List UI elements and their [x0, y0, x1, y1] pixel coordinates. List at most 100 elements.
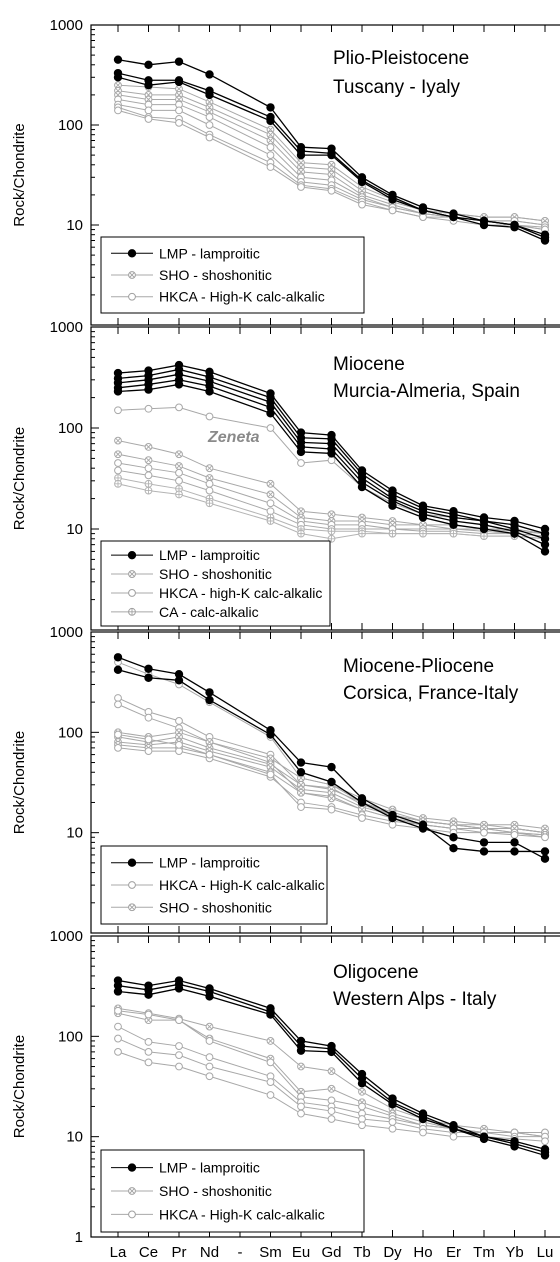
y-tick-label: 100 — [58, 1028, 83, 1045]
y-tick-label: 1000 — [50, 624, 83, 641]
data-point — [175, 740, 183, 749]
data-point — [449, 529, 458, 538]
data-point — [296, 447, 306, 457]
x-tick-label: Eu — [292, 1244, 310, 1261]
data-point — [540, 847, 550, 856]
data-point — [358, 1102, 366, 1111]
data-point — [266, 409, 275, 418]
data-point — [479, 847, 489, 856]
data-point — [388, 195, 397, 204]
data-point — [144, 1038, 153, 1046]
panel-title: Miocene-Pliocene — [343, 656, 494, 677]
data-point — [296, 150, 306, 160]
chart-panel-3: 1000 100 10 Rock/Chondrite Miocene-Pliocene C… — [11, 624, 560, 934]
data-point — [296, 768, 306, 777]
legend-marker-icon — [128, 271, 136, 279]
data-point — [205, 412, 214, 421]
data-point — [144, 1058, 153, 1067]
x-tick-label: Er — [446, 1244, 461, 1261]
legend-item-label: LMP - lamproitic — [159, 1160, 260, 1176]
data-point — [114, 436, 122, 445]
annotation-label: Zeneta — [207, 429, 260, 446]
data-point — [175, 118, 183, 127]
legend-item-label: LMP - lamproitic — [159, 855, 260, 871]
data-point — [174, 676, 184, 685]
data-point — [205, 499, 214, 508]
legend-item-label: HKCA - High-K calc-alkalic — [159, 289, 325, 305]
data-point — [205, 90, 214, 100]
data-point — [266, 163, 275, 171]
x-tick-label: Gd — [321, 1244, 341, 1261]
data-point — [418, 1114, 428, 1124]
data-point — [480, 532, 488, 541]
data-point — [205, 1072, 214, 1081]
data-point — [358, 529, 366, 538]
legend-item-label: LMP - lamproitic — [159, 245, 260, 261]
data-point — [114, 730, 122, 739]
data-point — [266, 1010, 275, 1019]
data-point — [358, 1121, 366, 1130]
legend-item-label: SHO - shoshonitic — [159, 1183, 272, 1199]
data-point — [419, 213, 427, 221]
legend-item-label: HKCA - High-K calc-alkalic — [159, 1206, 325, 1222]
y-tick-label: 1000 — [50, 17, 83, 34]
data-point — [266, 730, 275, 739]
series-lmp-line — [113, 665, 550, 863]
data-point — [175, 476, 183, 485]
y-tick-label: 1 — [75, 1229, 83, 1246]
chart-panel-4: 1000 100 10 1 Rock/Chondrite Oligocene Western… — [11, 928, 560, 1246]
data-point — [327, 1107, 336, 1115]
chart-panels: 1000 100 10 Rock/Chondrite Plio-Pleistocene T… — [11, 17, 560, 1246]
data-point — [449, 520, 458, 530]
data-point — [297, 183, 305, 191]
data-point — [113, 665, 123, 675]
legend-marker-icon — [127, 1163, 137, 1172]
data-point — [266, 517, 275, 525]
data-point — [174, 57, 184, 66]
data-point — [144, 464, 153, 473]
legend-marker-icon — [128, 292, 136, 301]
data-point — [114, 459, 122, 467]
data-point — [114, 743, 122, 752]
x-tick-label: Sm — [259, 1244, 282, 1261]
data-point — [144, 60, 153, 69]
data-point — [296, 758, 306, 767]
data-point — [327, 762, 336, 772]
data-point — [266, 1058, 275, 1067]
data-point — [205, 133, 214, 142]
plot-frame — [90, 631, 560, 934]
x-tick-label: Pr — [172, 1244, 187, 1261]
data-point — [357, 1079, 367, 1088]
legend-item-label: SHO - shoshonitic — [159, 267, 272, 283]
panel-title: Plio-Pleistocene — [333, 48, 469, 69]
data-point — [175, 1051, 183, 1060]
legend: LMP - lamproitic SHO - shoshonitic HKCA - … — [100, 1149, 365, 1233]
data-point — [266, 103, 275, 112]
data-point — [418, 206, 428, 215]
data-point — [327, 527, 336, 536]
data-point — [266, 424, 275, 432]
data-point — [144, 1010, 153, 1019]
data-point — [327, 788, 336, 797]
data-point — [510, 223, 519, 232]
data-point — [175, 717, 183, 725]
data-point — [144, 747, 153, 756]
data-point — [297, 803, 305, 811]
data-point — [144, 385, 153, 394]
data-point — [175, 450, 183, 459]
legend-marker-icon — [128, 589, 136, 597]
data-point — [144, 479, 153, 488]
y-tick-label: 10 — [66, 1129, 83, 1146]
data-point — [327, 186, 336, 195]
data-point — [144, 713, 153, 722]
x-axis-labels: La Ce Pr Nd - Sm Eu Gd Tb Dy Ho Er Tm Yb Lu — [110, 1244, 554, 1261]
data-point — [388, 1124, 397, 1133]
data-point — [175, 1042, 183, 1050]
y-axis-label: Rock/Chondrite — [11, 123, 28, 226]
data-point — [144, 673, 153, 682]
data-point — [327, 1084, 336, 1093]
data-point — [510, 847, 519, 856]
x-tick-label: Tm — [473, 1244, 495, 1261]
data-point — [297, 1109, 305, 1118]
data-point — [357, 798, 367, 807]
